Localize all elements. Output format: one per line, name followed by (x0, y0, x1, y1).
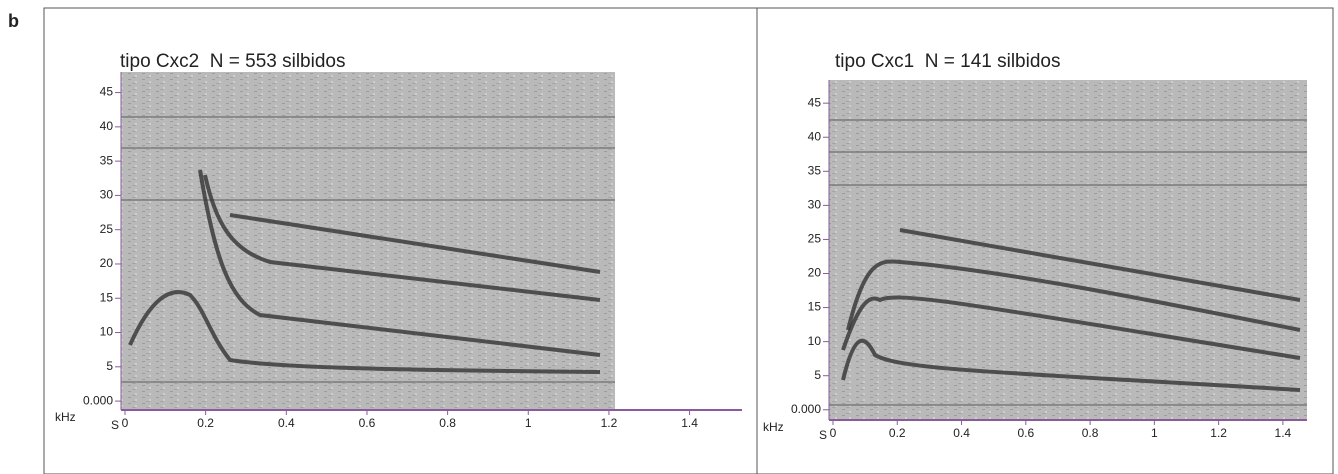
x-unit: S (111, 418, 119, 432)
y-tick-label: 45 (100, 85, 114, 99)
y-tick-label: 40 (100, 119, 114, 133)
y-tick-label: 30 (808, 198, 822, 212)
y-tick-label: 30 (100, 188, 114, 202)
y-tick-label: 35 (100, 153, 114, 167)
y-tick-label: 10 (100, 325, 114, 339)
y-tick-label: 40 (808, 129, 822, 143)
x-tick-label: 0.4 (953, 426, 970, 440)
y-tick-label: 10 (808, 334, 822, 348)
x-tick-label: 0 (830, 426, 837, 440)
contour (229, 213, 601, 274)
y-tick-label: 20 (100, 256, 114, 270)
y-tick-label: 5 (814, 368, 821, 382)
x-tick-label: 0.8 (1082, 426, 1099, 440)
x-tick-label: 0.6 (1017, 426, 1034, 440)
y-tick-label: 25 (100, 222, 114, 236)
contour (198, 169, 601, 357)
spectrogram (829, 80, 1307, 420)
panel-label: b (8, 11, 19, 31)
y-tick-label: 0.000 (83, 393, 113, 407)
contour (203, 174, 601, 302)
spectrogram (121, 72, 615, 410)
contour (841, 295, 1301, 360)
y-tick-label: 35 (808, 163, 822, 177)
x-tick-label: 0.8 (439, 416, 456, 430)
x-tick-label: 0.6 (359, 416, 376, 430)
x-tick-label: 0.4 (278, 416, 295, 430)
contour (846, 259, 1301, 332)
y-tick-label: 5 (106, 359, 113, 373)
x-tick-label: 1.4 (681, 416, 698, 430)
x-tick-label: 1 (525, 416, 532, 430)
x-tick-label: 0.2 (889, 426, 906, 440)
x-unit: S (819, 428, 827, 442)
x-tick-label: 1.4 (1275, 426, 1292, 440)
y-tick-label: 15 (100, 290, 114, 304)
x-tick-label: 0 (122, 416, 129, 430)
x-tick-label: 1.2 (1210, 426, 1227, 440)
panel: tipo Cxc2 N = 553 silbidos0.000510152025… (55, 51, 742, 432)
x-tick-label: 1.2 (601, 416, 618, 430)
y-unit: kHz (763, 420, 784, 434)
y-tick-label: 45 (808, 95, 822, 109)
y-tick-label: 25 (808, 232, 822, 246)
y-unit: kHz (55, 410, 76, 424)
contour (899, 228, 1301, 302)
x-tick-label: 1 (1151, 426, 1158, 440)
frame (43, 7, 1334, 474)
y-tick-label: 15 (808, 300, 822, 314)
chart-title: tipo Cxc2 N = 553 silbidos (120, 51, 345, 72)
contour (128, 290, 601, 374)
contour (841, 338, 1301, 392)
panel: tipo Cxc1 N = 141 silbidos0.000510152025… (763, 51, 1307, 442)
y-tick-label: 20 (808, 266, 822, 280)
y-tick-label: 0.000 (791, 402, 821, 416)
chart-title: tipo Cxc1 N = 141 silbidos (835, 51, 1060, 72)
x-tick-label: 0.2 (197, 416, 214, 430)
